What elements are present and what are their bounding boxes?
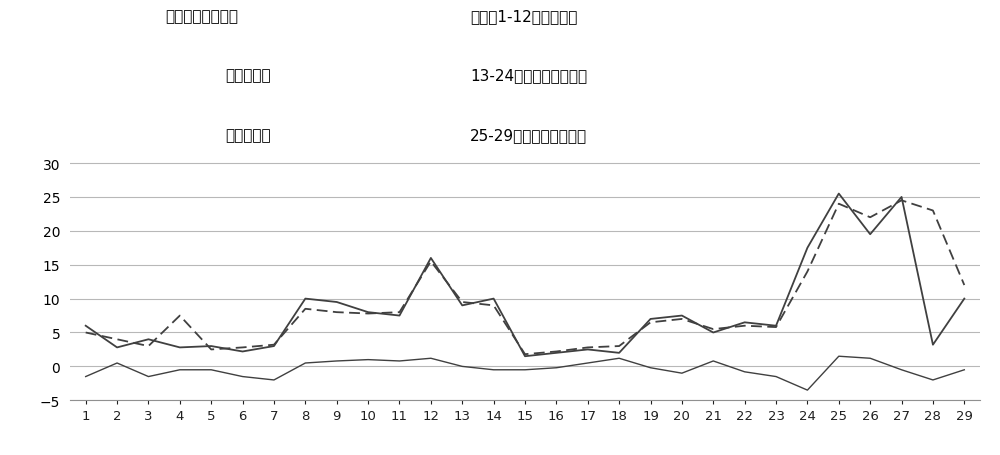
Text: 25-29为高基数暖冬模型: 25-29为高基数暖冬模型 <box>470 127 587 142</box>
Text: 说明：实线为预测: 说明：实线为预测 <box>165 9 238 24</box>
Text: 13-24为低基数暖冬模型: 13-24为低基数暖冬模型 <box>470 68 587 83</box>
Text: 虚线为实测: 虚线为实测 <box>225 68 271 83</box>
Text: 说明：1-12为冷冬模型: 说明：1-12为冷冬模型 <box>470 9 577 24</box>
Text: 曲线为误差: 曲线为误差 <box>225 127 271 142</box>
